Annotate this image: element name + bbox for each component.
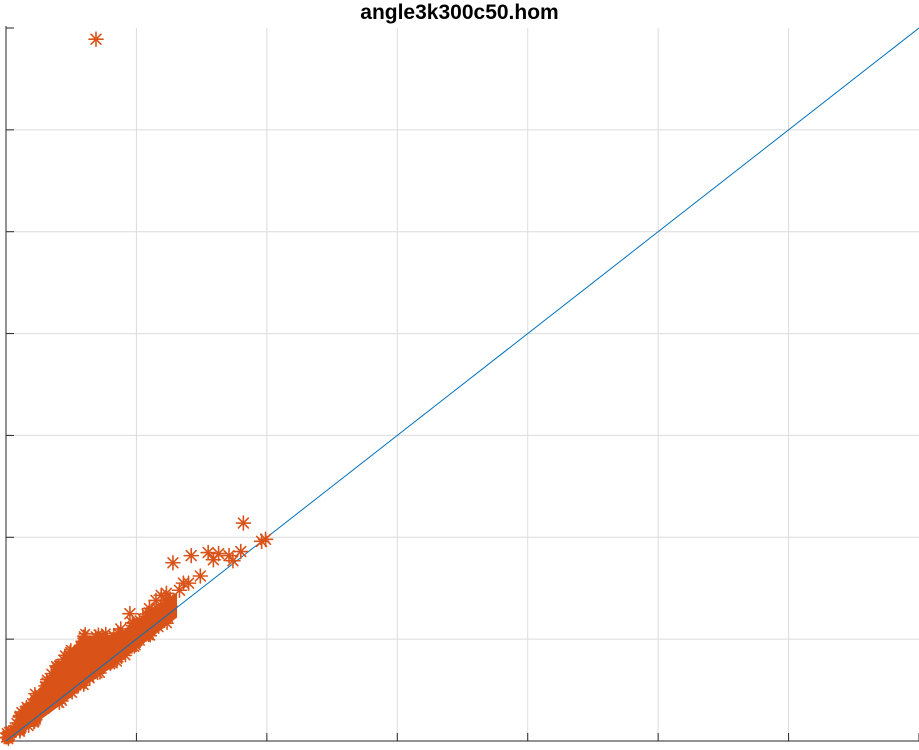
scatter-point [135,610,151,627]
scatter-point [232,543,249,560]
cloud-marker [64,650,78,664]
scatter-point [88,31,104,48]
chart-title: angle3k300c50.hom [360,1,559,24]
cloud-marker [84,637,99,652]
scatter-point [183,547,200,564]
scatter-cloud [0,591,178,747]
scatter-point [225,552,241,569]
scatter-point [205,551,222,568]
cloud-marker [57,661,72,675]
scatter-point [124,615,141,631]
scatter-point [112,621,129,637]
cloud-marker [4,724,18,739]
scatter-point [171,582,188,599]
scatter-point [158,585,175,602]
cloud-marker [113,643,128,658]
cloud-marker [102,656,117,670]
cloud-marker [128,635,142,650]
cloud-marker [42,687,56,702]
grid-lines [6,28,919,741]
scatter-point [192,568,209,584]
scatter-point [141,600,158,617]
cloud-marker [21,712,35,726]
scatter-point [235,515,252,531]
scatter-point [180,575,197,591]
axes [5,26,919,742]
cloud-marker [94,654,108,669]
cloud-marker [65,675,79,690]
reference-line-group [5,27,919,742]
cloud-marker [93,633,108,648]
scatter-point [253,533,270,550]
cloud-marker [28,692,42,706]
scatter-points [88,31,274,637]
reference-line [5,27,919,742]
cloud-marker [38,701,52,716]
scatter-point [165,554,181,571]
cloud-marker [160,616,174,631]
scatter-point [122,605,138,622]
scatter-point [148,592,164,609]
cloud-marker [52,683,67,698]
